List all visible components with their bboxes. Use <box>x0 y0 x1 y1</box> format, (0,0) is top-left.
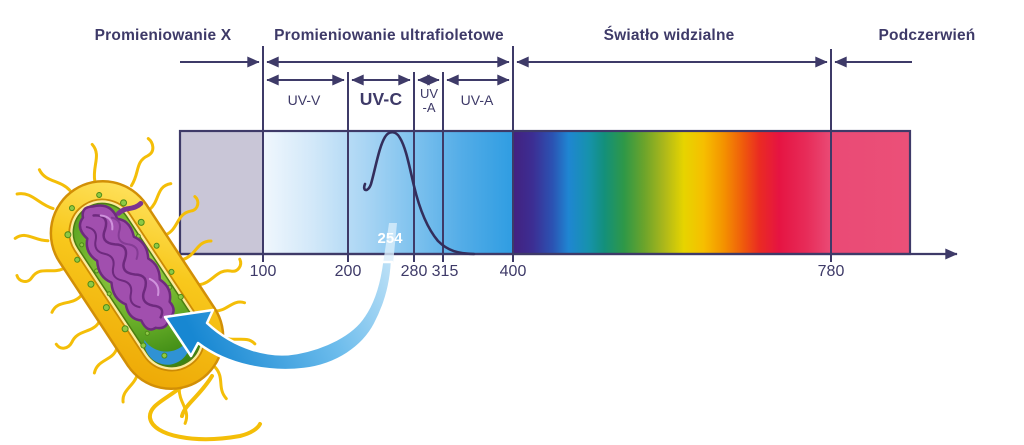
tick-label-780: 780 <box>817 263 845 280</box>
subband-label-uva: UV-A <box>460 92 494 108</box>
tick-label-400: 400 <box>499 263 527 280</box>
bacterium-nucleoid <box>78 200 175 331</box>
band-label-xray: Promieniowanie X <box>94 27 232 44</box>
subband-label-uvc: UV-C <box>359 89 403 109</box>
visible-infrared-segment <box>513 131 910 254</box>
uvc-response-curve <box>362 130 476 256</box>
tick-label-280: 280 <box>400 263 428 280</box>
wavelength-gridlines <box>262 46 832 262</box>
tick-label-100: 100 <box>249 263 277 280</box>
peak-wavelength-label: 254 <box>377 230 403 247</box>
bacterium-tail-flagella <box>147 368 262 442</box>
band-label-infrared: Podczerwień <box>878 27 976 44</box>
peak-light-streak <box>383 223 397 264</box>
subband-label-uvb: UV -A <box>420 87 438 114</box>
germicidal-curved-arrow <box>163 260 394 372</box>
band-label-ultraviolet: Promieniowanie ultrafioletowe <box>274 27 504 44</box>
xray-segment <box>180 131 263 254</box>
subband-label-uvv: UV-V <box>287 92 321 108</box>
tick-label-315: 315 <box>431 263 459 280</box>
subband-label-uvb-line2: -A <box>422 99 436 115</box>
spectrum-bar <box>178 129 912 256</box>
band-label-visible: Światło widzialne <box>603 27 735 44</box>
tick-label-200: 200 <box>334 263 362 280</box>
subband-label-uvb-line1: UV <box>419 86 439 101</box>
